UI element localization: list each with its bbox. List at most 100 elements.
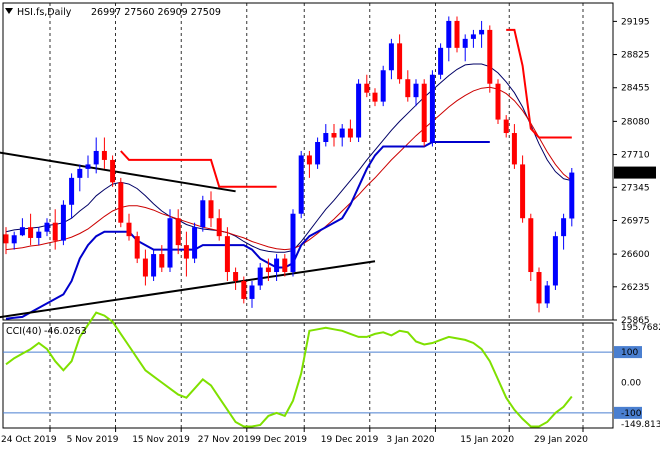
cci-line — [5, 311, 573, 428]
indicator-line-3 — [120, 28, 572, 188]
cci-tick-label: -100 — [621, 409, 642, 419]
candle-body — [438, 47, 444, 75]
candle-body — [60, 204, 66, 241]
candle-body — [44, 222, 50, 232]
candle-body — [224, 236, 230, 273]
indicator-line-0 — [5, 63, 572, 253]
candle-body — [544, 285, 550, 304]
candle-body — [413, 83, 419, 98]
candle-body — [306, 155, 312, 165]
candles — [3, 16, 575, 313]
candle-body — [142, 258, 148, 277]
candle-body — [134, 236, 140, 259]
candle-body — [282, 258, 288, 273]
candle-body — [298, 155, 304, 214]
candle-body — [175, 218, 181, 246]
candle-body — [511, 133, 517, 165]
candle-body — [552, 236, 558, 286]
cci-level-badge — [614, 406, 642, 419]
candle-body — [388, 43, 394, 71]
candle-body — [470, 34, 476, 39]
candle-body — [331, 133, 337, 138]
candle-body — [397, 43, 403, 80]
cci-name-label: CCI(40) — [6, 326, 42, 337]
axis-labels: 29195 28825 28455 28080 27710 27345 26975 26600… — [1, 17, 660, 445]
candle-body — [19, 227, 25, 236]
cci-tick-label: 0.00 — [621, 378, 641, 388]
candle-body — [528, 218, 534, 273]
chart-header: HSI.fs,Daily 26997 27560 26909 27509 — [5, 7, 221, 18]
chart-frame — [2, 2, 614, 429]
cci-value-label: -46.0263 — [44, 326, 87, 337]
candle-body — [167, 218, 173, 268]
price-tick-label: 26235 — [621, 283, 650, 293]
date-tick-label: 29 Jan 2020 — [534, 435, 588, 445]
grid — [49, 3, 584, 428]
candle-body — [503, 119, 509, 134]
candle-body — [446, 20, 452, 48]
candle-body — [151, 254, 157, 277]
price-tick-label: 25865 — [621, 316, 650, 326]
candle-body — [183, 245, 189, 259]
candle-body — [3, 234, 9, 244]
cci-tick-label: 100 — [621, 348, 638, 358]
candle-body — [315, 141, 321, 165]
candle-body — [101, 150, 107, 160]
cci-panel — [3, 311, 613, 428]
candle-body — [274, 258, 280, 273]
candle-body — [52, 222, 58, 241]
candle-body — [339, 128, 345, 138]
candle-body — [241, 280, 247, 299]
symbol-label: HSI.fs,Daily — [17, 7, 72, 18]
candle-body — [110, 159, 116, 183]
candle-body — [192, 227, 198, 259]
candle-body — [77, 168, 83, 178]
cci-level-badge — [614, 346, 642, 359]
candle-body — [380, 70, 386, 102]
candle-body — [257, 267, 263, 286]
price-tick-label: 26600 — [621, 250, 650, 260]
price-tick-label: 26975 — [621, 216, 650, 226]
price-panel-border — [2, 2, 614, 321]
candle-body — [536, 272, 542, 304]
indicator-line-2 — [5, 141, 490, 320]
cci-panel-border — [2, 322, 614, 429]
last-price-badge — [614, 166, 656, 179]
date-tick-label: 24 Oct 2019 — [1, 435, 57, 445]
price-tick-label: 28825 — [621, 51, 650, 61]
price-tick-label: 27345 — [621, 183, 650, 193]
last-price-label: 27509 — [621, 169, 650, 179]
candle-body — [159, 254, 165, 268]
candle-body — [126, 222, 132, 237]
date-tick-label: 15 Jan 2020 — [460, 435, 514, 445]
candle-body — [85, 164, 91, 169]
cci-header: CCI(40) -46.0263 — [6, 326, 87, 337]
candle-body — [323, 133, 329, 142]
candle-body — [405, 79, 411, 98]
candle-body — [216, 218, 222, 237]
date-tick-label: 27 Nov 2019 — [198, 435, 256, 445]
candle-body — [372, 92, 378, 102]
candle-body — [347, 128, 353, 138]
candle-body — [28, 227, 34, 238]
candle-body — [118, 182, 124, 223]
candle-body — [200, 200, 206, 228]
candle-body — [249, 285, 255, 299]
date-tick-label: 15 Nov 2019 — [132, 435, 190, 445]
ohlc-label: 26997 27560 26909 27509 — [91, 7, 221, 18]
price-tick-label: 28080 — [621, 117, 650, 127]
date-tick-label: 9 Dec 2019 — [255, 435, 307, 445]
candle-body — [454, 20, 460, 48]
candle-body — [569, 172, 575, 219]
candle-body — [356, 83, 362, 138]
candle-body — [462, 38, 468, 48]
price-tick-label: 29195 — [621, 17, 650, 27]
price-tick-label: 27710 — [621, 151, 650, 161]
candle-body — [69, 177, 75, 205]
dropdown-triangle-icon[interactable] — [5, 8, 13, 14]
candle-body — [487, 29, 493, 84]
candle-body — [479, 29, 485, 35]
candle-body — [208, 200, 214, 219]
candle-body — [520, 164, 526, 219]
